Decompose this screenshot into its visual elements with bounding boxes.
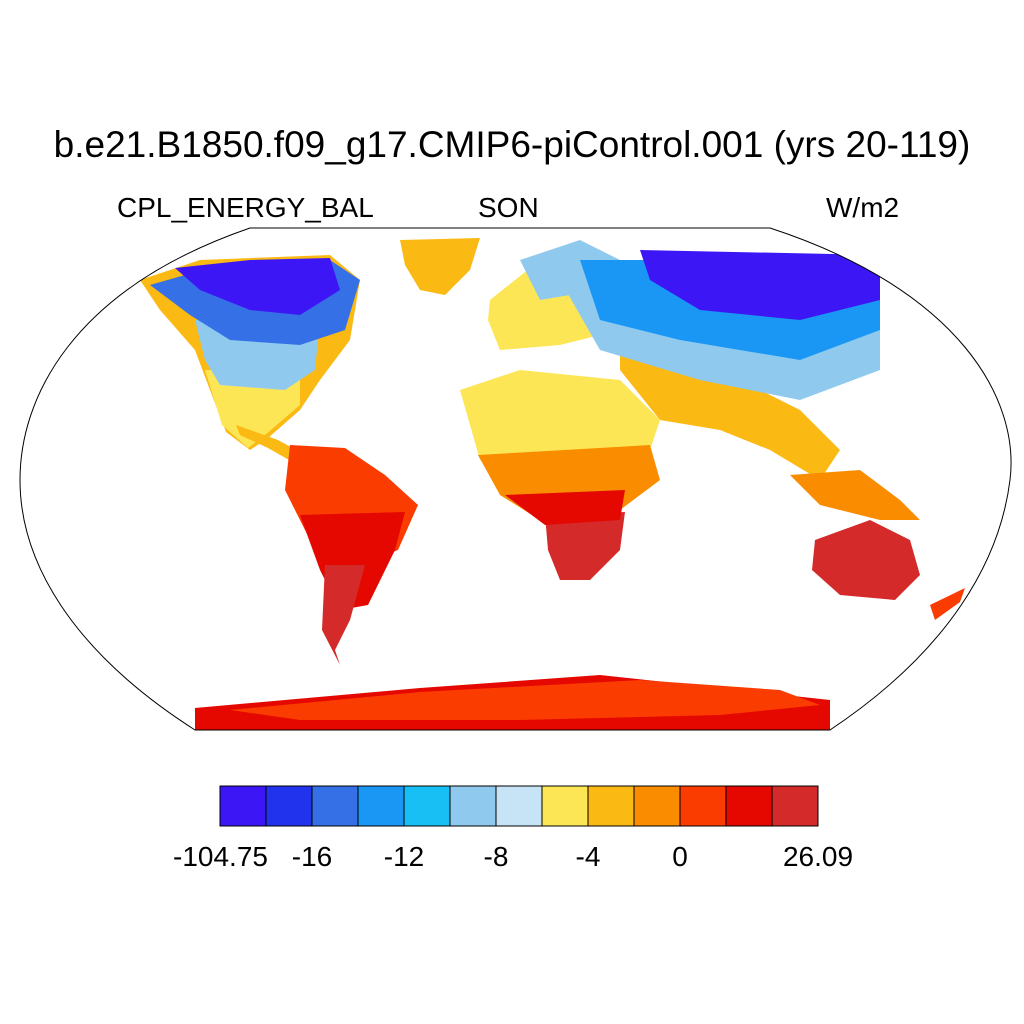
units-label: W/m2 xyxy=(826,192,900,223)
south-america-center xyxy=(300,512,405,610)
map-boundary xyxy=(19,227,1012,731)
africa-south xyxy=(545,512,625,580)
africa-mid xyxy=(505,490,625,525)
colorbar-box xyxy=(495,785,543,827)
colorbar-box xyxy=(219,785,267,827)
colorbar-box xyxy=(265,785,313,827)
world-map xyxy=(19,227,1012,731)
colorbar-box xyxy=(725,785,773,827)
colorbar-tick-label: -16 xyxy=(292,841,332,872)
antarctica-interior xyxy=(230,680,820,720)
colorbar-box xyxy=(771,785,819,827)
australia xyxy=(812,520,920,600)
north-america-coldest xyxy=(175,258,340,315)
greenland xyxy=(400,238,480,295)
africa-north xyxy=(460,370,660,465)
colorbar-box xyxy=(633,785,681,827)
colorbar-box xyxy=(403,785,451,827)
colorbar-tick-label: 26.09 xyxy=(783,841,853,872)
colorbar-tick-label: -12 xyxy=(384,841,424,872)
colorbar-box xyxy=(541,785,589,827)
plot-title: b.e21.B1850.f09_g17.CMIP6-piControl.001 … xyxy=(53,124,971,165)
land-fill xyxy=(140,238,965,730)
season-label: SON xyxy=(478,192,539,223)
colorbar-box xyxy=(449,785,497,827)
colorbar: -104.75 -16 -12 -8 -4 0 26.09 xyxy=(173,785,853,872)
colorbar-boxes xyxy=(219,785,819,827)
colorbar-box xyxy=(311,785,359,827)
colorbar-tick-label: -4 xyxy=(576,841,601,872)
central-america xyxy=(236,425,300,464)
south-america-south xyxy=(322,565,365,665)
indonesia xyxy=(790,470,920,520)
colorbar-tick-label: -104.75 xyxy=(173,841,268,872)
colorbar-box xyxy=(357,785,405,827)
colorbar-box xyxy=(679,785,727,827)
colorbar-labels: -104.75 -16 -12 -8 -4 0 26.09 xyxy=(173,841,853,872)
colorbar-tick-label: 0 xyxy=(672,841,688,872)
asia-coldest xyxy=(640,250,880,320)
variable-label: CPL_ENERGY_BAL xyxy=(117,192,374,223)
colorbar-tick-label: -8 xyxy=(484,841,509,872)
new-zealand xyxy=(930,588,965,620)
colorbar-box xyxy=(587,785,635,827)
north-america-south xyxy=(205,370,300,448)
